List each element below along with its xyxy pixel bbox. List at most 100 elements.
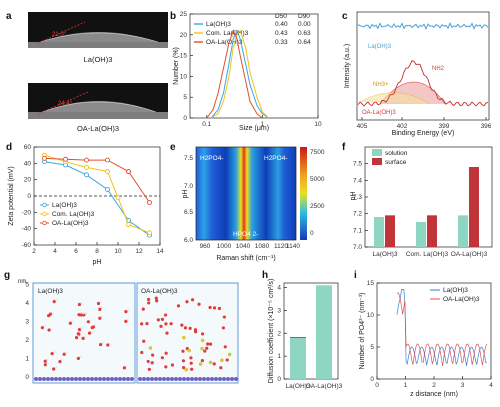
- water-molecule: [108, 342, 111, 345]
- panel-d-point: [126, 222, 131, 228]
- water-molecule: [50, 352, 54, 356]
- water-molecule: [169, 322, 173, 326]
- surface-atom: [130, 377, 134, 381]
- surface-atom: [170, 377, 174, 381]
- panel-b-xtick: 1: [261, 121, 265, 128]
- water-molecule: [77, 313, 81, 317]
- panel-b-d90-value: 0.64: [298, 39, 311, 46]
- surface-atom: [58, 377, 62, 381]
- panel-h-letter: h: [262, 270, 268, 281]
- water-molecule: [147, 367, 151, 371]
- panel-d-point: [105, 187, 110, 192]
- panel-g-ytick: 2: [25, 337, 29, 344]
- panel-f-bar: [416, 222, 426, 247]
- panel-c-peak2-label: NH3+: [373, 82, 389, 88]
- water-molecule: [150, 361, 154, 365]
- surface-atom: [146, 377, 150, 381]
- water-molecule: [181, 359, 186, 363]
- water-molecule: [212, 362, 216, 366]
- phosphate-molecule: [220, 358, 224, 363]
- panel-c-xtick: 402: [397, 123, 408, 130]
- panel-d-xtick: 2: [32, 248, 36, 255]
- water-molecule: [170, 363, 175, 367]
- surface-atom: [90, 377, 94, 381]
- water-molecule: [147, 297, 151, 302]
- water-molecule: [141, 307, 145, 311]
- panel-d-series-line: [44, 157, 150, 203]
- water-molecule: [142, 339, 146, 343]
- water-molecule: [203, 349, 207, 353]
- panel-d-point: [84, 164, 89, 170]
- surface-atom: [138, 377, 142, 381]
- panel-c-bottom-label: OA-La(OH)3: [362, 110, 396, 116]
- water-molecule: [217, 306, 222, 311]
- panel-f-bar: [469, 167, 479, 247]
- surface-atom: [78, 377, 82, 381]
- water-molecule: [219, 366, 223, 370]
- water-molecule: [205, 346, 209, 350]
- panel-d-point: [147, 230, 152, 236]
- water-molecule: [183, 326, 188, 330]
- panel-i-plot: Number of PO4³⁻ (nm⁻³) z distance (nm) 0…: [359, 280, 493, 398]
- water-molecule: [86, 320, 90, 324]
- panel-c-xtick: 405: [357, 123, 368, 130]
- water-molecule: [156, 318, 160, 322]
- panel-d-plot: Zeta potential (mV) pH 2 4 6 8 10 12 14 -60 -40 -…: [8, 144, 164, 266]
- water-molecule: [146, 359, 150, 364]
- water-molecule: [155, 299, 159, 303]
- panel-h-ytick: 2: [277, 330, 281, 337]
- surface-atom: [54, 377, 58, 381]
- panel-c-letter: c: [342, 11, 348, 22]
- xps-bottom-trace: [357, 60, 489, 107]
- panel-e-xlabel: Raman shift (cm⁻¹): [216, 255, 275, 262]
- panel-a-caption-2: OA-La(OH)3: [77, 124, 119, 133]
- panel-h-category: La(OH)3: [286, 383, 311, 390]
- panel-h-plot: Diffusion coefficient (×10⁻⁵ cm²/s) 0 1 2 3…: [268, 279, 343, 390]
- surface-atom: [34, 377, 38, 381]
- panel-g-box1-label: La(OH)3: [38, 288, 63, 295]
- panel-d-ytick: 60: [24, 144, 32, 151]
- panel-i-legend-name: OA-La(OH)3: [443, 296, 480, 303]
- panel-d-xtick: 14: [156, 248, 164, 255]
- panel-f-bar: [427, 215, 437, 247]
- panel-d-point: [84, 172, 89, 178]
- water-molecule: [197, 302, 201, 306]
- surface-atom: [174, 377, 178, 381]
- surface-atom: [62, 377, 66, 381]
- water-molecule: [189, 361, 193, 365]
- water-molecule: [163, 313, 168, 317]
- water-molecule: [79, 331, 82, 334]
- surface-atom: [106, 377, 110, 381]
- panel-i-xtick: 2: [432, 382, 436, 389]
- surface-atom: [118, 377, 122, 381]
- surface-atom: [94, 377, 98, 381]
- water-molecule: [76, 332, 80, 336]
- panel-c-peak1-label: NH2: [432, 66, 445, 72]
- panel-b-d90-value: 0.00: [298, 21, 311, 28]
- panel-f-category: Com. La(OH)3: [406, 251, 449, 258]
- panel-f-legend-name: surface: [385, 159, 407, 166]
- surface-atom: [190, 377, 194, 381]
- panel-d-point: [42, 155, 47, 161]
- panel-g-ytick: 0: [25, 374, 29, 381]
- phosphate-molecule: [184, 367, 188, 372]
- panel-c-xticks: 405 402 399 396: [357, 117, 492, 130]
- angle-label-1: 21.0°: [52, 32, 67, 38]
- surface-atom: [230, 377, 234, 381]
- water-molecule: [99, 342, 103, 347]
- panel-d-point: [84, 157, 89, 163]
- panel-g-ytick: 5: [25, 282, 29, 289]
- panel-a-letter: a: [6, 11, 12, 22]
- panel-d-legend-name: OA-La(OH)3: [52, 220, 89, 227]
- water-molecule: [80, 301, 83, 304]
- surface-atom: [166, 377, 170, 381]
- panel-a-image-1: 21.0°: [28, 12, 168, 48]
- panel-d-point: [105, 169, 110, 174]
- surface-atom: [214, 377, 218, 381]
- panel-d-legend-name: La(OH)3: [52, 202, 77, 209]
- water-molecule: [106, 343, 110, 347]
- panel-e-label-bottom: HPO4 2-: [233, 231, 258, 238]
- panel-h-category: OA-La(OH)3: [306, 383, 343, 390]
- water-molecule: [208, 305, 212, 310]
